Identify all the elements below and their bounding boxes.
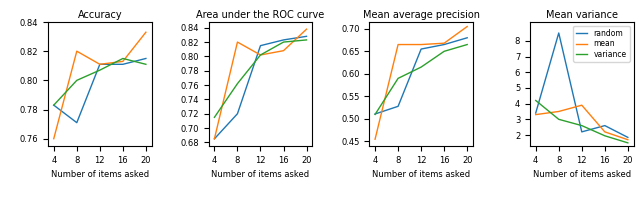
variance bbox=[119, 57, 127, 60]
random bbox=[440, 43, 448, 46]
random bbox=[624, 136, 632, 139]
mean bbox=[73, 50, 81, 52]
mean bbox=[50, 138, 58, 140]
mean bbox=[142, 31, 150, 33]
Line: mean: mean bbox=[375, 27, 467, 139]
variance bbox=[280, 41, 287, 43]
random bbox=[73, 121, 81, 124]
Title: Mean variance: Mean variance bbox=[546, 10, 618, 20]
variance bbox=[394, 77, 402, 80]
variance bbox=[624, 142, 632, 144]
variance bbox=[211, 116, 218, 119]
Legend: random, mean, variance: random, mean, variance bbox=[573, 26, 630, 62]
mean bbox=[257, 54, 264, 56]
variance bbox=[417, 66, 425, 68]
random bbox=[417, 48, 425, 50]
random bbox=[555, 32, 563, 34]
Line: variance: variance bbox=[375, 45, 467, 114]
random bbox=[280, 39, 287, 41]
Line: mean: mean bbox=[214, 29, 307, 139]
Title: Area under the ROC curve: Area under the ROC curve bbox=[196, 10, 324, 20]
mean bbox=[440, 42, 448, 44]
variance bbox=[463, 43, 471, 46]
variance bbox=[73, 79, 81, 82]
mean bbox=[96, 63, 104, 66]
X-axis label: Number of items asked: Number of items asked bbox=[51, 170, 149, 179]
random bbox=[257, 44, 264, 47]
random bbox=[234, 113, 241, 115]
Line: random: random bbox=[375, 38, 467, 114]
random bbox=[578, 131, 586, 133]
mean bbox=[234, 41, 241, 43]
Title: Accuracy: Accuracy bbox=[77, 10, 122, 20]
variance bbox=[555, 118, 563, 121]
random bbox=[303, 35, 310, 38]
Line: variance: variance bbox=[214, 40, 307, 117]
random bbox=[371, 113, 379, 115]
X-axis label: Number of items asked: Number of items asked bbox=[211, 170, 310, 179]
random bbox=[211, 138, 218, 140]
variance bbox=[257, 54, 264, 56]
Line: variance: variance bbox=[536, 100, 628, 143]
variance bbox=[142, 63, 150, 66]
variance bbox=[234, 82, 241, 85]
mean bbox=[532, 113, 540, 116]
Line: random: random bbox=[214, 36, 307, 139]
variance bbox=[96, 69, 104, 71]
Title: Mean average precision: Mean average precision bbox=[363, 10, 479, 20]
mean bbox=[601, 131, 609, 133]
variance bbox=[50, 104, 58, 106]
X-axis label: Number of items asked: Number of items asked bbox=[532, 170, 631, 179]
Line: random: random bbox=[54, 58, 146, 123]
random bbox=[96, 63, 104, 66]
random bbox=[119, 63, 127, 66]
random bbox=[601, 124, 609, 127]
mean bbox=[371, 138, 379, 140]
variance bbox=[532, 99, 540, 102]
Line: mean: mean bbox=[536, 105, 628, 140]
variance bbox=[440, 50, 448, 53]
Line: mean: mean bbox=[54, 32, 146, 139]
mean bbox=[417, 43, 425, 46]
mean bbox=[578, 104, 586, 106]
mean bbox=[211, 138, 218, 140]
variance bbox=[371, 113, 379, 116]
Line: variance: variance bbox=[54, 58, 146, 105]
mean bbox=[555, 110, 563, 113]
mean bbox=[463, 25, 471, 28]
variance bbox=[303, 39, 310, 41]
mean bbox=[624, 139, 632, 141]
variance bbox=[601, 135, 609, 137]
mean bbox=[280, 49, 287, 52]
mean bbox=[303, 28, 310, 30]
X-axis label: Number of items asked: Number of items asked bbox=[372, 170, 470, 179]
random bbox=[394, 105, 402, 108]
mean bbox=[119, 60, 127, 63]
variance bbox=[578, 124, 586, 127]
random bbox=[50, 104, 58, 106]
random bbox=[532, 112, 540, 114]
random bbox=[463, 37, 471, 39]
Line: random: random bbox=[536, 33, 628, 137]
mean bbox=[394, 43, 402, 46]
random bbox=[142, 57, 150, 60]
